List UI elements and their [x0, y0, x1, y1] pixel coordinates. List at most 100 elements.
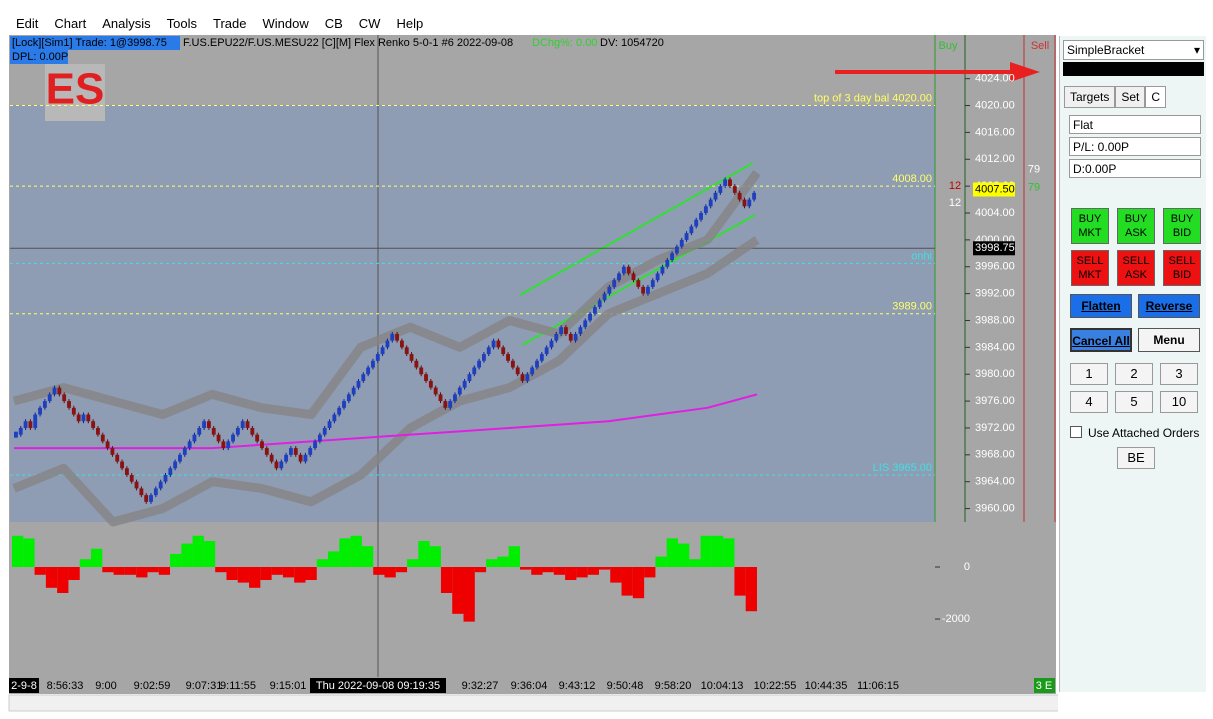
tab[interactable]: C [1145, 86, 1167, 108]
hist-bar [621, 567, 633, 596]
brick [153, 488, 158, 496]
qty-button[interactable]: 4 [1070, 391, 1108, 413]
hist-bar [12, 535, 24, 568]
button-text: ASK [1124, 269, 1147, 281]
tab[interactable]: Targets [1064, 86, 1116, 108]
hist-bar [587, 567, 599, 575]
tab[interactable]: Set [1115, 86, 1146, 108]
hist-bar [158, 567, 171, 575]
info-bg [10, 36, 180, 50]
qty-button[interactable]: 10 [1160, 391, 1198, 413]
y-tick-label: 4012.00 [975, 153, 1015, 165]
brick [544, 347, 549, 355]
hist-bar [711, 535, 724, 568]
hist-bar [565, 567, 577, 581]
info-bg [10, 50, 68, 64]
sell-button[interactable]: SELL MKT [1071, 250, 1109, 286]
scrollbar[interactable] [8, 694, 1058, 712]
brick [409, 354, 414, 361]
menu-item[interactable]: Window [262, 16, 309, 31]
brick [443, 401, 448, 408]
menu-item[interactable]: CW [358, 16, 381, 31]
brick [38, 407, 42, 415]
brick [158, 481, 163, 489]
brick [631, 273, 636, 281]
brick [424, 374, 428, 381]
menu-item[interactable]: CB [324, 16, 343, 31]
be-button[interactable]: BE [1117, 447, 1155, 469]
brick [289, 448, 293, 455]
brick [703, 206, 708, 214]
cancel-all-button[interactable]: Cancel All [1070, 328, 1132, 352]
brick [646, 286, 650, 294]
y-tick-label: 3984.00 [975, 341, 1015, 353]
info-volume: DV: 1054720 [600, 37, 664, 49]
flatten-button[interactable]: Flatten [1070, 294, 1132, 318]
menu-bar: Edit Chart Analysis Tools Trade Window CB CW Hel… [8, 14, 431, 34]
brick [346, 394, 351, 402]
menu-item[interactable]: Analysis [102, 16, 151, 31]
qty-button[interactable]: 1 [1070, 363, 1108, 385]
brick [535, 360, 539, 368]
brick [583, 320, 588, 328]
strategy-dropdown[interactable]: SimpleBracket ▾ [1063, 40, 1204, 60]
time-label: 10:22:55 [754, 680, 797, 692]
brick [438, 394, 443, 402]
brick [491, 340, 496, 348]
level-label: 3989.00 [892, 301, 932, 313]
bid-count: 12 [949, 197, 961, 209]
brick [100, 434, 105, 442]
y-tick-label: 3988.00 [975, 314, 1015, 326]
brick [414, 360, 419, 368]
attached-orders[interactable]: Use Attached Orders [1070, 426, 1199, 440]
menu-item[interactable]: Chart [54, 16, 87, 31]
brick [57, 387, 62, 395]
sell-button[interactable]: SELL BID [1163, 250, 1201, 286]
brick [337, 407, 342, 415]
hist-bar [113, 567, 125, 575]
brick [356, 380, 361, 388]
qty-button[interactable]: 5 [1115, 391, 1153, 413]
buy-button[interactable]: BUY BID [1163, 208, 1201, 244]
menu-item[interactable]: Help [396, 16, 424, 31]
hist-bar [666, 538, 678, 568]
qty-button[interactable]: 2 [1115, 363, 1153, 385]
brick [539, 354, 544, 361]
sell-button[interactable]: SELL ASK [1117, 250, 1155, 286]
buy-button[interactable]: BUY MKT [1071, 208, 1109, 244]
brick [62, 394, 67, 402]
time-label: 9:32:27 [462, 680, 499, 692]
brick [380, 347, 385, 355]
y-tick-label: 3972.00 [975, 422, 1015, 434]
brick [91, 421, 96, 428]
reverse-button[interactable]: Reverse [1138, 294, 1200, 318]
brick [472, 367, 477, 375]
time-label: 9:58:20 [655, 680, 692, 692]
menu-item[interactable]: Edit [16, 16, 39, 31]
brick [67, 401, 71, 408]
menu-item[interactable]: Tools [166, 16, 197, 31]
brick [713, 192, 718, 200]
brick [636, 280, 641, 287]
hist-bar [598, 567, 611, 570]
brick [752, 192, 757, 200]
brick [650, 280, 655, 287]
brick [467, 374, 472, 381]
menu-item[interactable]: Trade [212, 16, 247, 31]
brick [206, 421, 211, 428]
brick [419, 367, 424, 375]
hist-bar [136, 567, 148, 578]
brick [124, 468, 129, 475]
hist-bar [531, 567, 543, 575]
buy-button[interactable]: BUY ASK [1117, 208, 1155, 244]
menu-button[interactable]: Menu [1138, 328, 1200, 352]
button-text: BID [1172, 269, 1192, 281]
brick [115, 454, 120, 462]
hist-bar [655, 556, 667, 568]
hist-bar [576, 567, 588, 578]
brick [42, 401, 47, 408]
qty-button[interactable]: 3 [1160, 363, 1198, 385]
hist-bar [328, 551, 340, 568]
hist-bar [271, 567, 283, 575]
ask-count: 79 [1028, 163, 1040, 175]
